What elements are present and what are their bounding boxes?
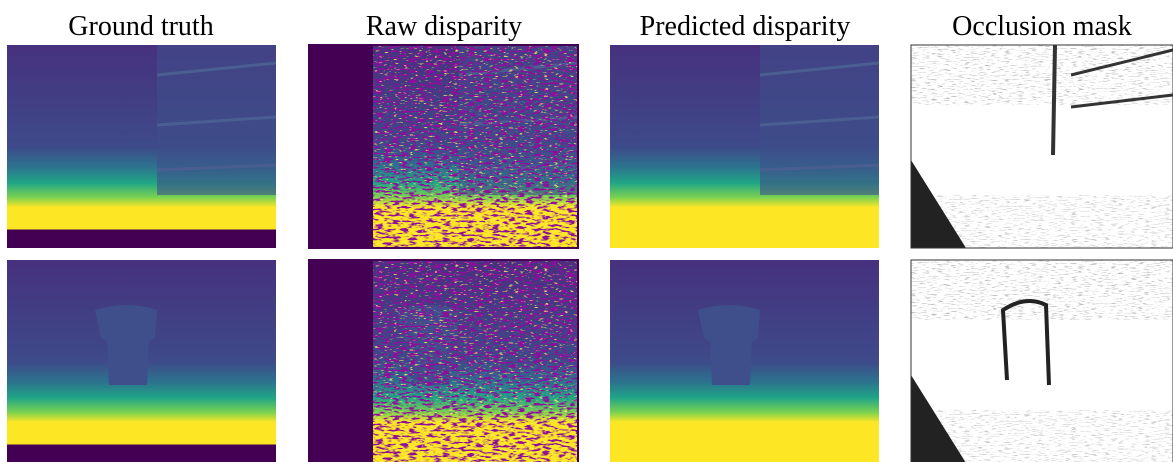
column-titles: Ground truth Raw disparity Predicted dis…: [68, 11, 1132, 42]
predicted-disparity-image: [610, 260, 879, 462]
figure: Ground truth Raw disparity Predicted dis…: [0, 0, 1173, 462]
predicted-disparity-image: [610, 45, 879, 248]
ground-truth-image: [7, 260, 276, 462]
column-title: Predicted disparity: [640, 11, 851, 42]
occlusion-mask-image: [911, 45, 1173, 248]
column-title: Raw disparity: [366, 11, 522, 42]
ground-truth-image: [7, 45, 276, 248]
column-title: Ground truth: [68, 11, 213, 42]
column-title: Occlusion mask: [952, 11, 1132, 42]
raw-disparity-image: [309, 45, 578, 248]
occlusion-mask-image: [911, 260, 1173, 462]
raw-disparity-image: [309, 260, 578, 462]
